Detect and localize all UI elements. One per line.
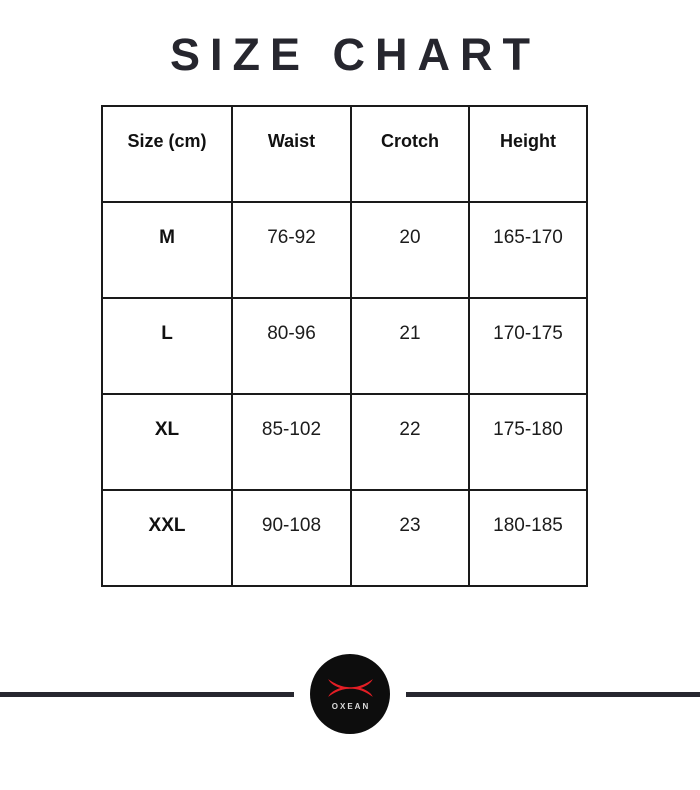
crotch-cell: 21: [350, 297, 470, 395]
col-header-height: Height: [468, 105, 588, 203]
brand-footer: OXEAN: [0, 654, 700, 734]
waist-cell: 80-96: [231, 297, 352, 395]
waist-cell: 76-92: [231, 201, 352, 299]
header-row: Size (cm) Waist Crotch Height: [101, 105, 588, 203]
divider-line-left: [0, 691, 294, 697]
height-cell: 180-185: [468, 489, 588, 587]
size-cell: L: [101, 297, 233, 395]
size-cell: M: [101, 201, 233, 299]
table-row-xl: XL 85-102 22 175-180: [101, 393, 588, 491]
col-header-waist: Waist: [231, 105, 352, 203]
brand-logo: OXEAN: [310, 654, 390, 734]
crotch-cell: 20: [350, 201, 470, 299]
crotch-cell: 23: [350, 489, 470, 587]
crotch-cell: 22: [350, 393, 470, 491]
table-row-xxl: XXL 90-108 23 180-185: [101, 489, 588, 587]
brand-name: OXEAN: [331, 701, 371, 711]
waist-cell: 85-102: [231, 393, 352, 491]
waist-cell: 90-108: [231, 489, 352, 587]
size-cell: XL: [101, 393, 233, 491]
table-row-l: L 80-96 21 170-175: [101, 297, 588, 395]
size-cell: XXL: [101, 489, 233, 587]
col-header-crotch: Crotch: [350, 105, 470, 203]
height-cell: 165-170: [468, 201, 588, 299]
page-title: SIZE CHART: [170, 29, 540, 80]
col-header-size: Size (cm): [101, 105, 233, 203]
table-row-m: M 76-92 20 165-170: [101, 201, 588, 299]
size-chart-table: Size (cm) Waist Crotch Height M 76-92 20…: [101, 105, 588, 587]
height-cell: 170-175: [468, 297, 588, 395]
stylized-red-x-icon: [327, 678, 373, 697]
divider-line-right: [406, 691, 700, 697]
height-cell: 175-180: [468, 393, 588, 491]
